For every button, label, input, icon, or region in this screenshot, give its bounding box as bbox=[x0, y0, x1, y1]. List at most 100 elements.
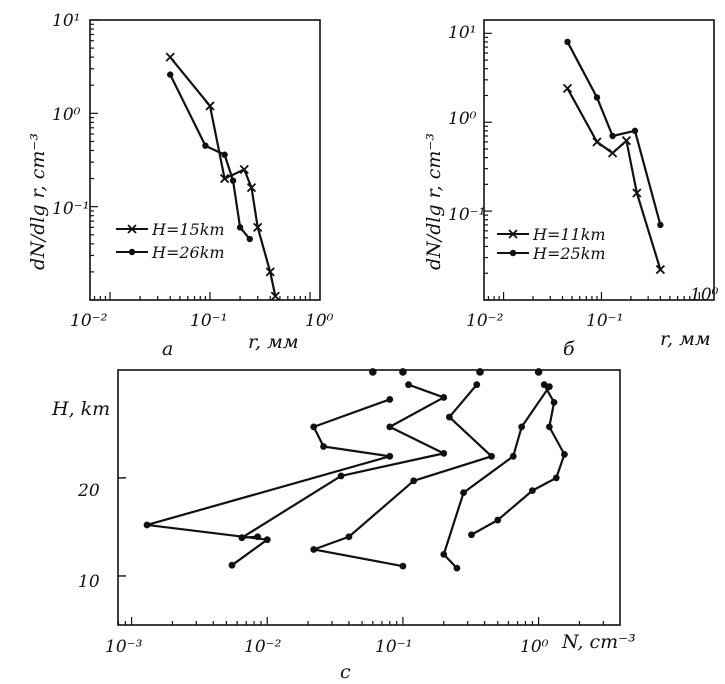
panel-a-ytick-2: 10⁻¹ bbox=[52, 199, 89, 219]
panel-b: 10¹ 10⁰ 10⁻¹ 10⁻² 10⁻¹ 10⁰ r, мм б dN/dl… bbox=[423, 19, 719, 360]
panel-c-series-2-point-2 bbox=[488, 452, 495, 460]
panel-c-series-1-point-6 bbox=[254, 533, 262, 541]
panel-c-series-2-point-4 bbox=[345, 533, 353, 541]
panel-a-xlabel: r, мм bbox=[248, 331, 299, 353]
panel-c-series-4-point-5 bbox=[528, 487, 536, 495]
panel-a-series-1-point-4 bbox=[236, 224, 244, 231]
panel-a-legend: H=15km H=26km bbox=[116, 220, 225, 262]
panel-c-xlabel: N, cm⁻³ bbox=[561, 631, 636, 653]
panel-b-data-marks bbox=[562, 38, 666, 275]
panel-c-series-4-point-0 bbox=[540, 381, 548, 389]
panel-c-series-3-point-5 bbox=[453, 564, 461, 572]
panel-a-series-0-point-7 bbox=[270, 291, 280, 301]
panel-a-data-marks bbox=[165, 52, 280, 301]
panel-b-frame bbox=[483, 19, 715, 301]
panel-b-series-1-point-1 bbox=[593, 94, 601, 101]
panel-a-ytick-0: 10¹ bbox=[52, 11, 80, 31]
panel-c-series-4-point-7 bbox=[468, 531, 475, 539]
panel-b-series-1-point-3 bbox=[631, 127, 639, 135]
panel-b-ytick-2: 10⁻¹ bbox=[448, 205, 485, 225]
panel-c-series-0-point-3 bbox=[386, 452, 394, 460]
panel-a-legend-label-0: H=15km bbox=[151, 220, 225, 239]
panel-b-ytick-1: 10⁰ bbox=[448, 109, 477, 129]
panel-b-label: б bbox=[563, 338, 575, 360]
panel-c-series-3-line bbox=[442, 386, 551, 569]
panel-c-series-1-point-2 bbox=[386, 423, 394, 431]
panel-c-series-4-point-3 bbox=[561, 450, 568, 458]
panel-b-xtick-0: 10⁻² bbox=[466, 311, 504, 331]
panel-a-series-1-point-3 bbox=[229, 177, 237, 184]
panel-c-series-3-point-2 bbox=[509, 452, 517, 460]
panel-b-legend-label-1: H=25km bbox=[532, 244, 606, 263]
panel-b-series-0-point-3 bbox=[621, 136, 632, 146]
panel-c-series-0-point-1 bbox=[310, 423, 318, 431]
panel-a-series-1-point-0 bbox=[167, 71, 174, 78]
panel-c-ytick-0: 10 bbox=[78, 572, 100, 592]
panel-b-series-1-point-0 bbox=[564, 38, 571, 46]
panel-a-xtick-0: 10⁻² bbox=[70, 311, 108, 331]
panel-c-series-4-point-2 bbox=[545, 423, 553, 431]
panel-b-series-1-point-4 bbox=[657, 221, 664, 229]
panel-c-xtick-1: 10⁻² bbox=[244, 637, 282, 657]
panel-c-detached-point-2 bbox=[476, 368, 484, 376]
panel-c-series-3-point-1 bbox=[518, 423, 526, 431]
panel-c-series-2-point-0 bbox=[473, 381, 481, 389]
panel-c-series-4-point-6 bbox=[494, 516, 502, 524]
panel-c-series-0-point-4 bbox=[143, 521, 151, 529]
panel-c-series-4-point-4 bbox=[552, 474, 560, 482]
panel-a-series-1-point-5 bbox=[246, 235, 253, 243]
panel-a-series-1-line bbox=[169, 74, 251, 240]
panel-c-ylabel: H, km bbox=[51, 398, 110, 420]
panel-c-series-1-point-1 bbox=[440, 394, 448, 401]
panel-a-legend-marker-0 bbox=[127, 224, 137, 234]
panel-a-series-0-point-0 bbox=[165, 52, 175, 62]
panel-c-series-0-point-2 bbox=[320, 443, 327, 450]
panel-a-legend-marker-1 bbox=[128, 248, 136, 256]
panel-c-minor-ticks bbox=[117, 477, 604, 625]
panel-a-series-0-point-6 bbox=[265, 267, 275, 277]
panel-b-xtick-2: 10⁰ bbox=[690, 285, 719, 305]
panel-c-series-4-point-1 bbox=[550, 398, 558, 406]
panel-c-detached-point-1 bbox=[399, 368, 407, 376]
panel-a-label: a bbox=[162, 338, 173, 360]
panel-b-series-0-point-4 bbox=[632, 188, 642, 198]
panel-b-xlabel: r, мм bbox=[660, 328, 711, 350]
panel-c-frame bbox=[117, 369, 621, 626]
panel-c-series-0-point-0 bbox=[386, 396, 394, 403]
panel-c-series-1-line bbox=[240, 383, 445, 539]
panel-c-detached-point-3 bbox=[534, 368, 543, 376]
panel-c-data-marks bbox=[143, 368, 568, 572]
panel-b-series-0-point-0 bbox=[562, 83, 573, 94]
panel-a-xtick-1: 10⁻¹ bbox=[190, 311, 227, 331]
panel-b-minor-ticks bbox=[484, 32, 700, 301]
panel-c-series-3-point-0 bbox=[545, 383, 553, 391]
panel-c-series-2-point-6 bbox=[399, 562, 407, 570]
panel-a-xtick-2: 10⁰ bbox=[305, 311, 334, 331]
panel-b-series-1-point-2 bbox=[609, 132, 616, 140]
panel-c-series-3-point-3 bbox=[460, 489, 467, 496]
panel-c-series-1-point-0 bbox=[405, 381, 412, 389]
panel-a-series-0-line bbox=[169, 56, 277, 297]
panel-c-series-0-point-6 bbox=[228, 561, 236, 569]
panel-c-series-3-point-4 bbox=[440, 550, 448, 558]
panel-c-label: c bbox=[340, 661, 351, 683]
panel-a-series-0-point-5 bbox=[253, 222, 263, 233]
panel-a-ylabel: dN/dlg r, cm⁻³ bbox=[27, 133, 49, 270]
panel-c-series-1-point-4 bbox=[337, 472, 345, 480]
panel-b-series-0-line bbox=[566, 87, 662, 270]
panel-b-series-0-point-5 bbox=[655, 264, 666, 275]
panel-a-series-1-point-1 bbox=[202, 142, 209, 149]
panel-c-ytick-1: 20 bbox=[77, 481, 100, 501]
panel-c-series-4-line bbox=[470, 384, 566, 536]
panel-b-legend-marker-1 bbox=[509, 249, 517, 257]
panel-a-minor-ticks bbox=[90, 19, 311, 301]
panel-c: 10 20 H, km 10⁻³ 10⁻² 10⁻¹ 10⁰ N, cm⁻³ c bbox=[51, 368, 636, 683]
panel-a-series-0-point-4 bbox=[246, 182, 257, 193]
panel-c-series-1-point-5 bbox=[238, 534, 246, 542]
panel-c-series-2-point-1 bbox=[445, 413, 453, 421]
panel-c-xtick-3: 10⁰ bbox=[520, 637, 549, 657]
panel-b-ytick-0: 10¹ bbox=[448, 23, 476, 43]
panel-a-series-0-point-2 bbox=[219, 173, 230, 184]
panel-b-legend-marker-0 bbox=[508, 229, 518, 239]
